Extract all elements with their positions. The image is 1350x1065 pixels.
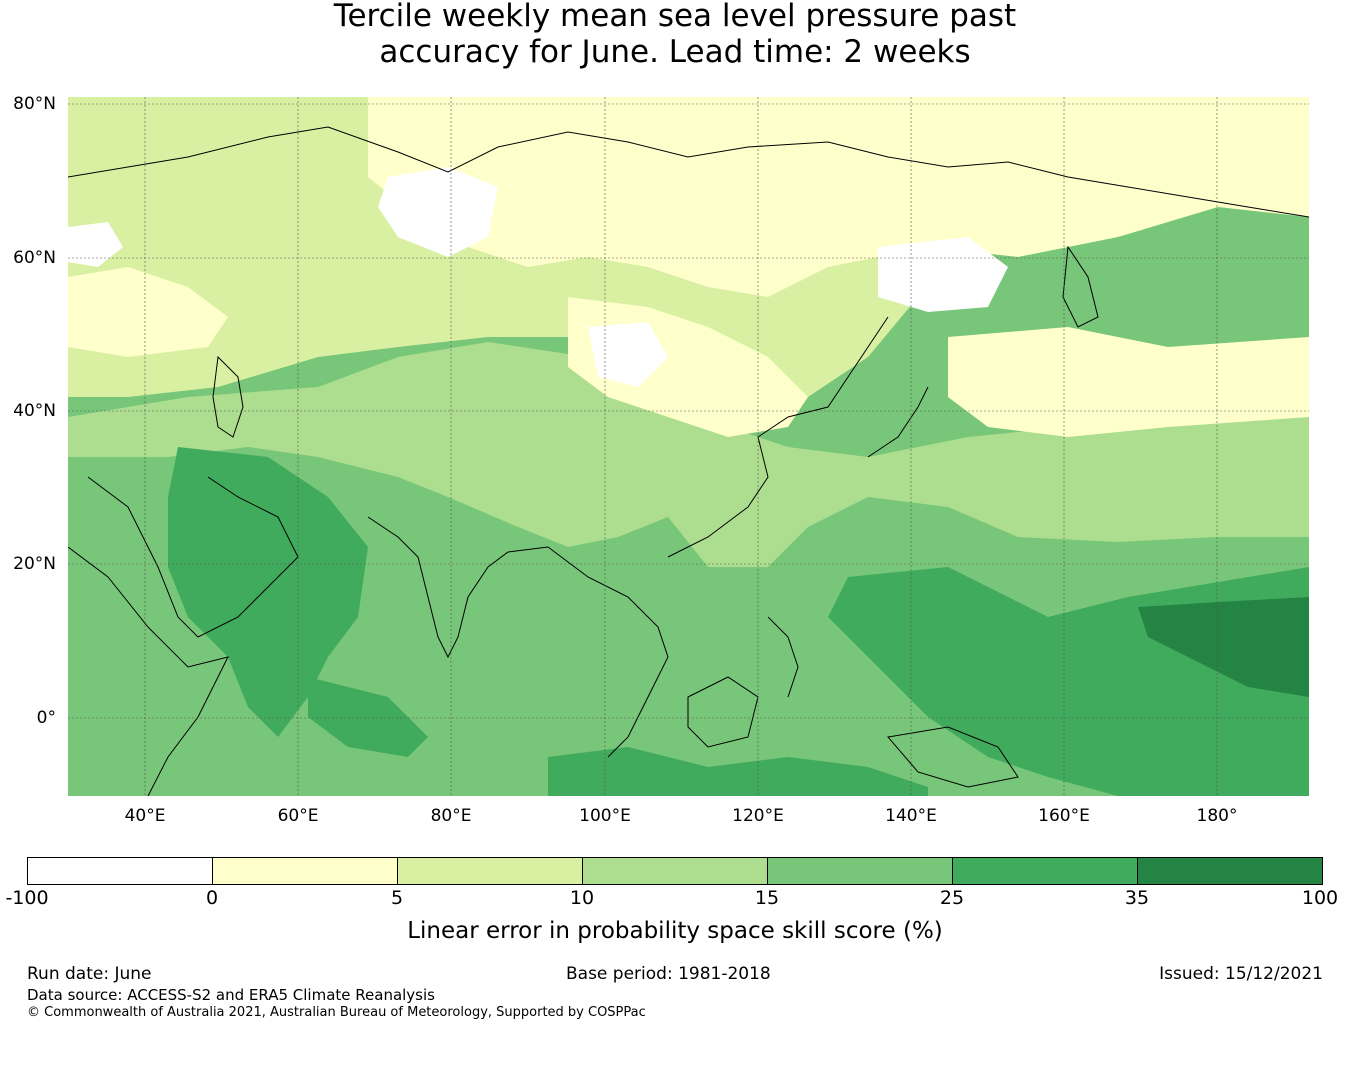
colorbar-tick-neg100: -100 [5,887,49,909]
issued-date: Issued: 15/12/2021 [1159,964,1323,984]
colorbar-segment-neg100-0 [28,858,213,884]
colorbar-label: Linear error in probability space skill … [407,918,943,944]
score-band-0-5-siberia [368,97,1309,297]
score-band-25-35-arabia [168,447,368,737]
score-band-25-35-indian-ocean [308,677,428,757]
colorbar-tick-100: 100 [1301,887,1339,909]
score-band-25-35-maritime [548,747,928,796]
coastline-new-guinea [887,726,1019,788]
lon-label-40e: 40°E [124,806,166,826]
data-source: Data source: ACCESS-S2 and ERA5 Climate … [27,986,435,1004]
score-band-0-5-north [68,267,228,357]
score-negative-caspian [68,222,123,267]
score-band-10-15 [68,342,1309,567]
colorbar-tick-35: 35 [1124,887,1150,909]
colorbar-segment-0-5 [213,858,398,884]
coastline-arabia [87,476,299,638]
run-date: Run date: June [27,964,152,984]
title-line-2: accuracy for June. Lead time: 2 weeks [379,34,971,70]
map-canvas [68,97,1309,796]
colorbar [27,857,1323,885]
colorbar-segment-35-100 [1138,858,1322,884]
coastline-se-asia [547,546,669,758]
coastline-philippines [767,616,799,698]
coastline-india [367,516,549,659]
graticule [68,97,1309,796]
colorbar-tick-25: 25 [939,887,965,909]
coastline-caspian [212,355,244,438]
lon-label-120e: 120°E [732,806,784,826]
coastline-japan [867,386,929,458]
lon-label-160e: 160°E [1038,806,1090,826]
lon-label-80e: 80°E [430,806,472,826]
coastline-china [667,316,889,558]
title-line-1: Tercile weekly mean sea level pressure p… [333,0,1017,34]
base-period: Base period: 1981-2018 [566,964,771,984]
skill-score-map [68,97,1309,796]
lat-label-40n: 40°N [13,401,56,421]
colorbar-segment-10-15 [583,858,768,884]
lat-label-80n: 80°N [13,94,56,114]
colorbar-tick-10: 10 [569,887,595,909]
lat-label-0: 0° [36,708,56,728]
score-negative-urals [378,167,498,257]
lon-label-180: 180° [1196,806,1238,826]
score-band-0-5-pacific [948,327,1309,437]
coastline-borneo [687,676,759,748]
lat-label-60n: 60°N [13,248,56,268]
colorbar-segment-25-35 [953,858,1138,884]
chart-title: Tercile weekly mean sea level pressure p… [0,0,1350,70]
score-negative-mongolia [588,322,668,387]
coastlines [68,126,1309,796]
lon-label-100e: 100°E [579,806,631,826]
colorbar-tick-0: 0 [205,887,219,909]
lat-label-20n: 20°N [13,554,56,574]
score-band-35-100-pacific [1138,597,1309,697]
colorbar-tick-15: 15 [754,887,780,909]
copyright-notice: © Commonwealth of Australia 2021, Austra… [27,1005,646,1020]
lon-label-60e: 60°E [277,806,319,826]
lon-label-140e: 140°E [885,806,937,826]
colorbar-segment-15-25 [768,858,953,884]
coastline-africa [68,546,229,796]
coastline-kamchatka [1062,245,1099,328]
colorbar-segment-5-10 [398,858,583,884]
colorbar-tick-5: 5 [390,887,404,909]
coastline-arctic [68,126,1309,218]
score-negative-okhotsk [878,237,1008,312]
